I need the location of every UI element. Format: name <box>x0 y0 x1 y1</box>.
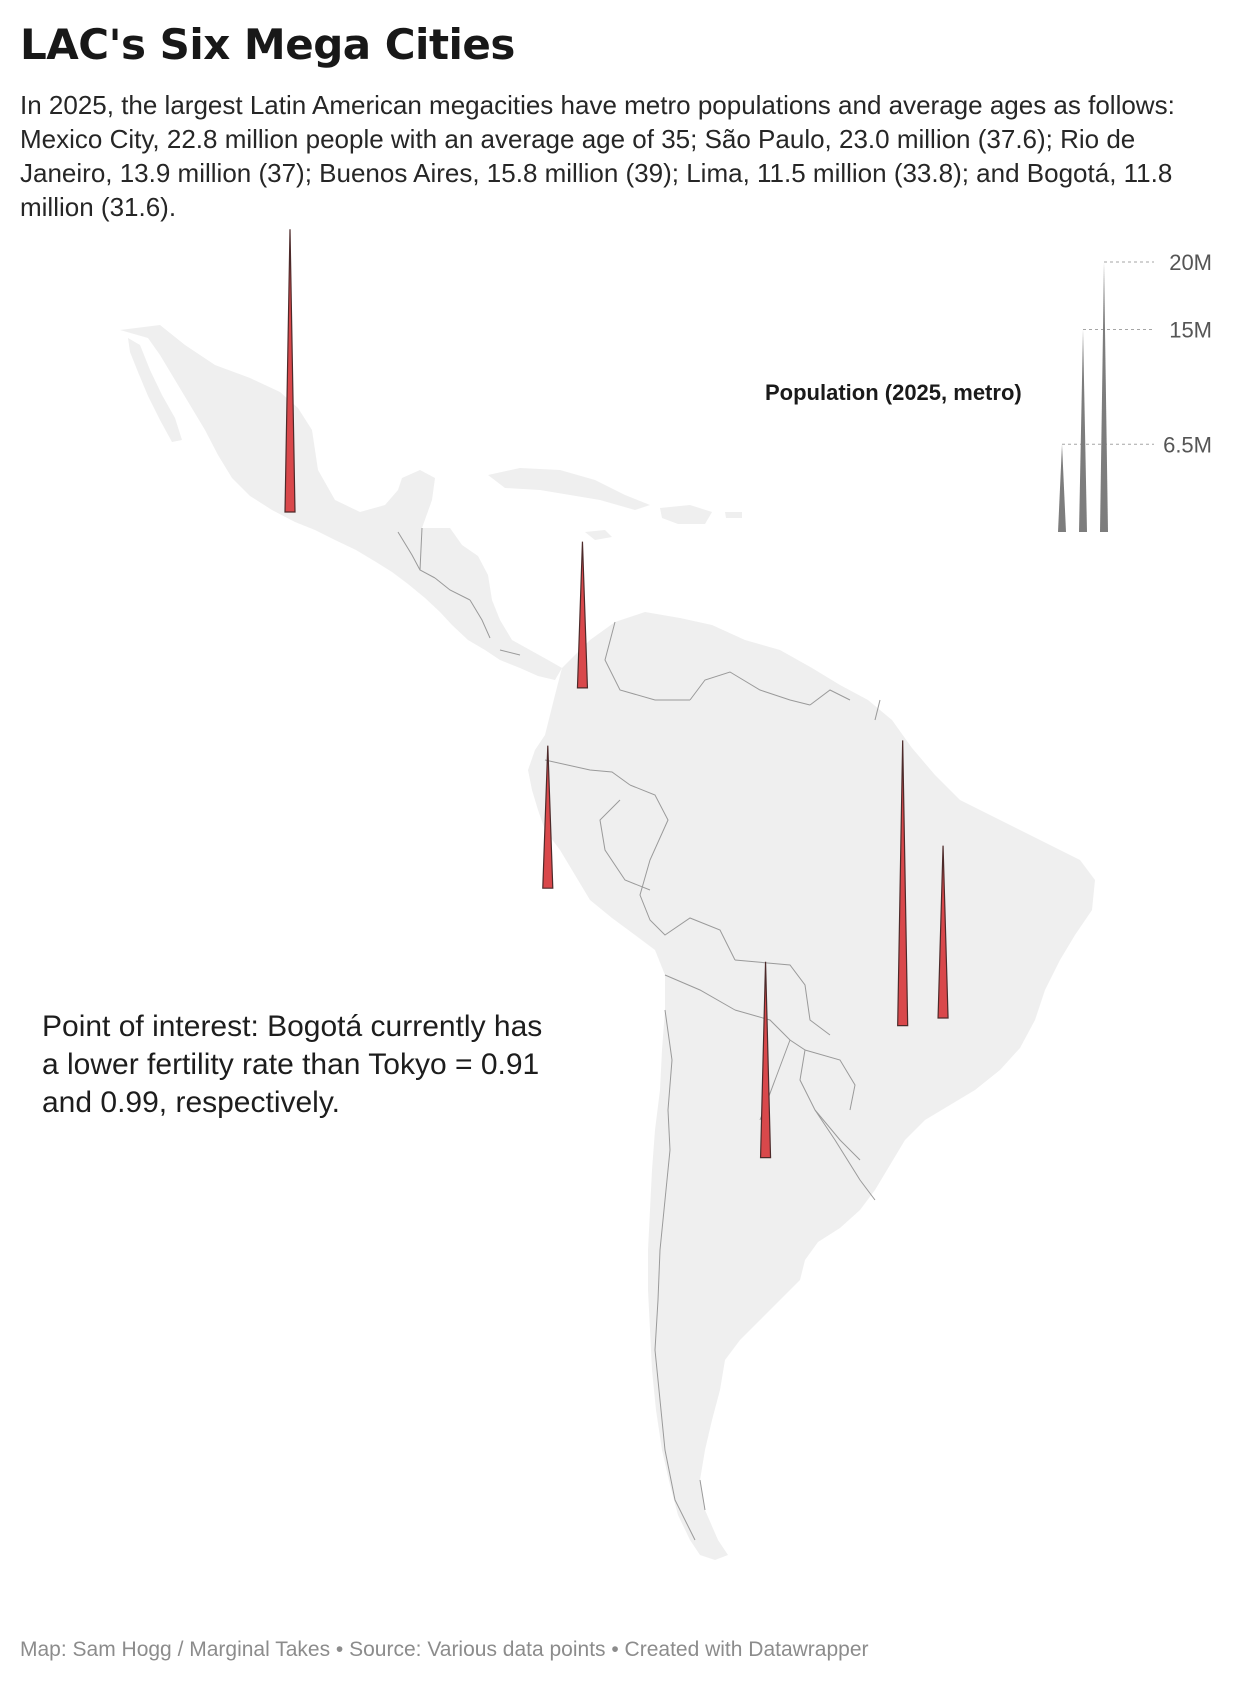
spike-rio-de-janeiro <box>937 845 949 1019</box>
footer-credits: Map: Sam Hogg / Marginal Takes • Source:… <box>20 1638 869 1661</box>
legend-label: 20M <box>1169 250 1212 275</box>
population-legend: 6.5M 15M 20M <box>1058 250 1212 532</box>
land-layer <box>120 325 1095 1560</box>
page-subtitle: In 2025, the largest Latin American mega… <box>20 90 1175 222</box>
mexico-central-america-landmass <box>120 325 562 680</box>
page-title: LAC's Six Mega Cities <box>20 20 515 69</box>
baja-california <box>128 338 182 442</box>
hispaniola <box>660 505 712 524</box>
legend-label: 15M <box>1169 318 1212 343</box>
spike-mexico-city <box>284 229 296 513</box>
jamaica <box>585 530 612 540</box>
puerto-rico <box>725 512 742 518</box>
spike-lima <box>542 745 554 889</box>
country-borders <box>397 527 881 1541</box>
spike-sao-paulo <box>897 740 909 1027</box>
legend-spike-15m <box>1079 329 1087 532</box>
legend-spike-20m <box>1100 262 1108 532</box>
spike-bogota <box>576 541 589 689</box>
legend-title: Population (2025, metro) <box>765 380 1022 405</box>
legend-label: 6.5M <box>1163 432 1212 457</box>
spike-buenos-aires <box>759 961 772 1159</box>
legend-spike-6-5m <box>1058 444 1066 532</box>
city-spikes <box>284 229 949 1159</box>
south-america-landmass <box>528 612 1095 1560</box>
cuba <box>488 468 650 510</box>
annotation-point-of-interest: Point of interest: Bogotá currently has … <box>42 1010 543 1119</box>
